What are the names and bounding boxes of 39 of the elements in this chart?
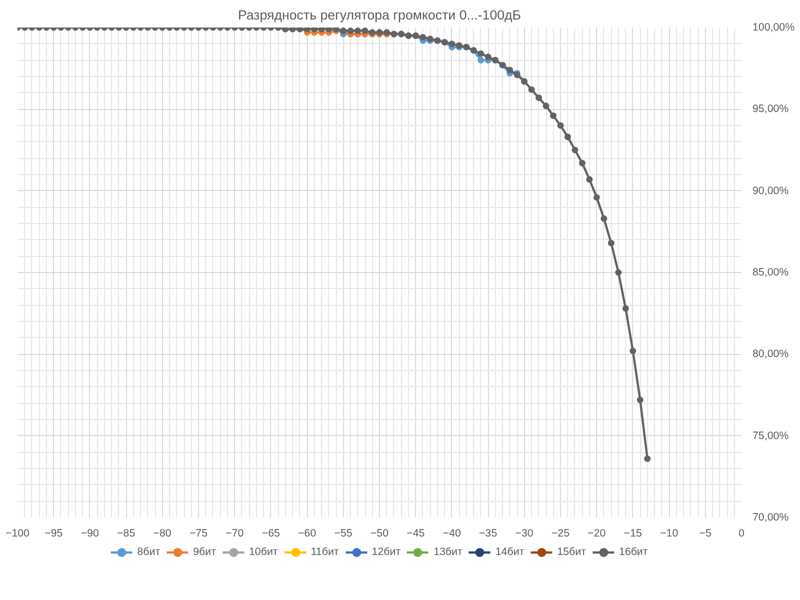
- x-tick-label: −85: [117, 528, 136, 540]
- x-tick-label: −70: [226, 528, 244, 540]
- y-tick-label: 100,00%: [752, 22, 796, 34]
- y-tick-label: 85,00%: [752, 266, 790, 278]
- y-tick-label: 90,00%: [752, 184, 790, 197]
- legend-label: 8бит: [137, 546, 160, 558]
- x-tick-label: −95: [44, 528, 63, 540]
- legend-label: 14бит: [495, 546, 524, 558]
- x-tick-label: 0: [738, 528, 745, 540]
- legend-label: 11бит: [310, 546, 339, 558]
- point: [478, 56, 484, 64]
- x-tick-label: −55: [334, 528, 352, 540]
- y-tick-label: 80,00%: [752, 348, 790, 360]
- x-tick-label: −60: [298, 528, 316, 540]
- x-tick-label: −40: [442, 528, 462, 540]
- x-tick-label: −75: [189, 528, 208, 540]
- x-tick-label: −35: [479, 528, 498, 540]
- chart-title: Разрядность регулятора громкости 0...-100дБ: [238, 8, 522, 22]
- x-tick-label: −100: [6, 528, 30, 540]
- x-tick-label: −50: [370, 528, 389, 540]
- legend-label: 16бит: [618, 546, 648, 558]
- x-tick-label: −20: [588, 528, 606, 540]
- x-tick-label: −5: [699, 528, 712, 540]
- y-tick-label: 70,00%: [752, 512, 790, 524]
- x-tick-label: −30: [515, 528, 534, 540]
- legend-label: 10бит: [248, 546, 278, 558]
- y-tick-label: 95,00%: [752, 103, 790, 116]
- legend-label: 13бит: [434, 546, 462, 558]
- x-tick-label: −80: [153, 528, 172, 540]
- legend-label: 15бит: [557, 546, 586, 558]
- x-tick-label: −15: [624, 528, 642, 540]
- x-tick-label: −45: [406, 528, 425, 540]
- legend-label: 9бит: [193, 546, 216, 558]
- x-tick-label: −90: [80, 528, 100, 540]
- y-tick-label: 75,00%: [752, 430, 790, 442]
- x-tick-label: −25: [551, 528, 570, 540]
- x-tick-label: −10: [660, 528, 678, 540]
- x-tick-label: −65: [262, 528, 280, 540]
- legend-label: 12бит: [372, 546, 401, 558]
